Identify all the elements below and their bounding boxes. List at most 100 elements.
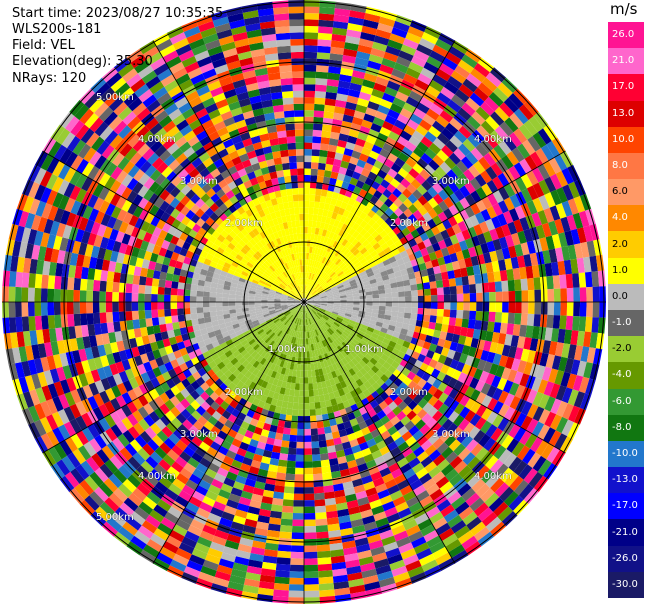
- radar-gate: [304, 506, 316, 514]
- radar-gate: [56, 222, 67, 238]
- radar-gate: [234, 432, 245, 442]
- radar-gate: [319, 374, 326, 382]
- radar-gate: [157, 309, 165, 318]
- radar-gate: [140, 353, 150, 364]
- radar-gate: [87, 423, 100, 439]
- radar-gate: [345, 559, 361, 569]
- radar-gate: [462, 452, 476, 466]
- radar-gate: [281, 440, 290, 448]
- radar-gate: [2, 286, 9, 302]
- radar-gate: [426, 375, 437, 386]
- radar-gate: [78, 242, 88, 256]
- radar-gate: [39, 416, 53, 434]
- radar-gate: [236, 503, 250, 513]
- radar-gate: [183, 339, 192, 348]
- radar-gate: [374, 339, 383, 347]
- radar-gate: [55, 327, 64, 342]
- radar-gate: [327, 523, 341, 532]
- radar-gate: [276, 39, 291, 47]
- radar-gate: [214, 387, 224, 397]
- radar-gate: [29, 258, 38, 274]
- radar-gate: [293, 303, 301, 306]
- radar-gate: [344, 378, 352, 387]
- radar-gate: [58, 394, 70, 409]
- radar-gate: [130, 535, 147, 550]
- radar-gate: [378, 305, 386, 311]
- radar-gate: [331, 561, 347, 571]
- radar-gate: [377, 313, 385, 319]
- radar-gate: [67, 277, 75, 290]
- radar-gate: [333, 305, 341, 308]
- radar-gate: [432, 378, 443, 389]
- radar-gate: [196, 290, 204, 297]
- radar-gate: [283, 486, 295, 494]
- radar-gate: [272, 357, 279, 365]
- radar-gate: [238, 496, 251, 507]
- radar-gate: [437, 459, 450, 472]
- radar-gate: [119, 447, 133, 461]
- radar-gate: [289, 307, 296, 312]
- radar-gate: [428, 343, 438, 353]
- radar-gate: [148, 260, 157, 271]
- radar-gate: [348, 322, 355, 328]
- radar-gate: [349, 319, 357, 325]
- radar-gate: [292, 90, 304, 98]
- radar-gate: [473, 430, 486, 444]
- radar-gate: [21, 272, 30, 288]
- radar-gate: [10, 332, 19, 349]
- radar-gate: [162, 541, 179, 554]
- radar-gate: [502, 302, 509, 313]
- radar-gate: [206, 326, 214, 334]
- radar-gate: [124, 244, 134, 256]
- radar-gate: [282, 97, 294, 105]
- radar-gate: [229, 286, 237, 292]
- radar-gate: [311, 323, 315, 331]
- radar-gate: [220, 552, 236, 563]
- radar-gate: [450, 302, 457, 310]
- radar-gate: [543, 463, 558, 480]
- radar-gate: [550, 414, 563, 431]
- radar-gate: [313, 389, 319, 397]
- radar-gate: [44, 247, 53, 262]
- radar-gate: [248, 365, 256, 374]
- radar-gate: [212, 576, 230, 588]
- radar-gate: [232, 481, 245, 491]
- radar-gate: [470, 337, 479, 349]
- radar-gate: [383, 420, 394, 431]
- radar-gate: [487, 397, 498, 411]
- radar-gate: [268, 294, 275, 298]
- radar-gate: [223, 313, 231, 319]
- radar-gate: [315, 71, 329, 79]
- radar-gate: [439, 481, 454, 494]
- radar-gate: [531, 421, 545, 437]
- radar-gate: [171, 417, 183, 429]
- radar-gate: [386, 345, 395, 353]
- radar-gate: [297, 311, 301, 318]
- radar-gate: [118, 242, 128, 254]
- radar-gate: [371, 449, 383, 460]
- radar-gate: [375, 369, 384, 379]
- radar-gate: [179, 347, 188, 357]
- radar-gate: [388, 352, 398, 361]
- radar-gate: [282, 318, 289, 325]
- radar-gate: [417, 398, 428, 409]
- radar-gate: [317, 39, 332, 47]
- radar-gate: [213, 345, 222, 353]
- radar-gate: [92, 406, 105, 421]
- radar-gate: [311, 316, 316, 323]
- radar-gate: [169, 529, 185, 543]
- radar-gate: [370, 414, 381, 424]
- radar-gate: [299, 325, 302, 332]
- radar-gate: [78, 217, 89, 231]
- radar-gate: [287, 454, 296, 462]
- radar-gate: [270, 348, 277, 356]
- radar-gate: [277, 312, 284, 317]
- radar-gate: [315, 321, 321, 328]
- radar-gate: [151, 309, 159, 318]
- radar-gate: [316, 544, 331, 552]
- radar-gate: [339, 521, 352, 530]
- radar-gate: [382, 473, 394, 484]
- radar-gate: [288, 201, 295, 209]
- radar-gate: [384, 506, 398, 518]
- radar-gate: [508, 456, 523, 472]
